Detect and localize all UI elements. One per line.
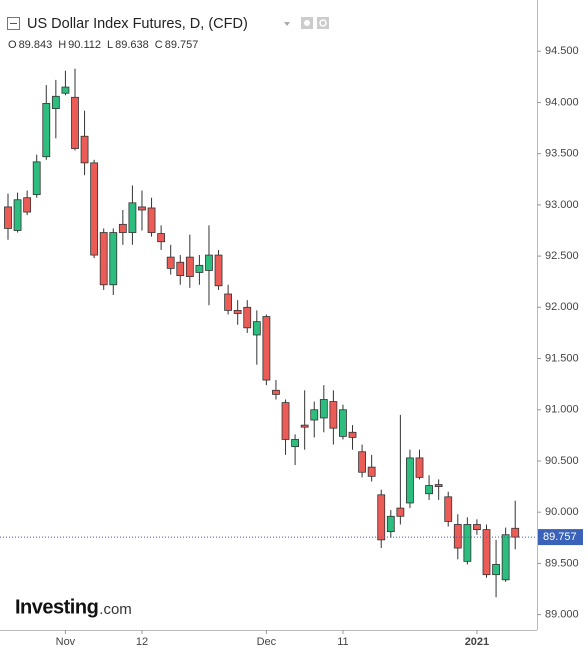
candle-body <box>176 261 185 276</box>
dropdown-arrow[interactable] <box>284 22 290 26</box>
ohlc-value: 89.757 <box>165 39 199 51</box>
ohlc-key: H <box>58 39 66 51</box>
candle-body <box>473 524 481 531</box>
candle-body <box>99 232 108 286</box>
candle-body <box>281 402 290 440</box>
candle-body <box>233 309 242 314</box>
y-tick-label: 91.500 <box>545 352 579 364</box>
candle-body <box>214 254 223 287</box>
y-tick-label: 92.500 <box>545 250 579 262</box>
y-tick-label: 89.000 <box>545 609 579 621</box>
ohlc-key: C <box>155 39 163 51</box>
candle-body <box>61 86 70 94</box>
candle-body <box>367 466 376 477</box>
candle-body <box>252 321 261 336</box>
candle-body <box>166 256 175 269</box>
candle-body <box>511 527 520 538</box>
x-tick-label: Nov <box>56 636 76 648</box>
candle-body <box>386 515 395 533</box>
candle-body <box>310 409 319 421</box>
x-tick-label: 12 <box>136 636 148 648</box>
candle-body <box>291 439 300 448</box>
candle-body <box>185 256 194 277</box>
candle-body <box>109 232 118 286</box>
candle-body <box>272 389 280 395</box>
visibility-icon <box>304 20 310 26</box>
candle-body <box>80 135 89 164</box>
candle-body <box>501 534 510 581</box>
axis-labels: 89.000 89.500 90.000 90.500 91.000 91.500 92.0… <box>56 45 583 648</box>
ohlc-key: O <box>8 39 17 51</box>
candle-body <box>4 206 12 229</box>
candle-body <box>71 96 79 149</box>
candle-body <box>463 524 472 562</box>
candle-body <box>128 202 137 233</box>
candle-body <box>348 431 357 438</box>
x-tick-label: Dec <box>257 636 277 648</box>
candle-body <box>195 264 204 273</box>
candle-body <box>262 316 271 381</box>
candle-body <box>205 254 213 271</box>
candle-body <box>90 162 99 256</box>
candle-body <box>406 457 414 504</box>
candle-body <box>42 103 51 158</box>
candle-body <box>138 206 146 211</box>
candle-body <box>319 399 328 419</box>
candle-body <box>32 161 41 196</box>
candle-body <box>339 409 347 437</box>
y-tick-label: 92.000 <box>545 301 579 313</box>
candle-body <box>329 401 338 429</box>
candle-body <box>118 223 127 233</box>
x-tick-label: 11 <box>337 636 348 648</box>
ohlc-header: O 89.843 H 90.112 L 89.638 C 89.757 <box>8 39 198 51</box>
candle-body <box>51 95 60 109</box>
y-tick-label: 89.500 <box>545 557 579 569</box>
last-price-tag <box>538 529 583 546</box>
candle-body <box>425 485 433 495</box>
candle-body <box>147 207 156 233</box>
y-tick-label: 90.000 <box>545 506 579 518</box>
candle-body <box>453 524 462 549</box>
candle-body <box>444 496 453 522</box>
last-price-label: 89.757 <box>543 531 577 543</box>
ohlc-key: L <box>107 39 113 51</box>
chart-title: US Dollar Index Futures, D, (CFD) <box>27 16 248 32</box>
settings-button[interactable] <box>317 17 329 29</box>
watermark: Investing <box>15 596 98 618</box>
candle-body <box>492 564 500 576</box>
candle-body <box>396 507 405 517</box>
candle-body <box>243 306 252 329</box>
y-tick-label: 93.000 <box>545 199 579 211</box>
candle-body <box>13 199 22 231</box>
y-tick-label: 93.500 <box>545 148 579 160</box>
plot-area: Investing .com <box>0 68 537 618</box>
watermark: .com <box>99 601 132 618</box>
candle-body <box>23 197 32 213</box>
ohlc-value: 89.843 <box>19 39 53 51</box>
y-tick-label: 91.000 <box>545 404 579 416</box>
y-tick-label: 94.500 <box>545 45 579 57</box>
candle-body <box>415 457 424 478</box>
y-tick-label: 94.000 <box>545 96 579 108</box>
settings-icon <box>319 19 327 27</box>
candle-body <box>377 494 386 541</box>
ohlc-value: 90.112 <box>68 39 101 51</box>
candle-body <box>300 424 309 428</box>
x-tick-label: 2021 <box>465 636 489 648</box>
ohlc-value: 89.638 <box>115 39 149 51</box>
candle-body <box>434 484 443 487</box>
candle-body <box>358 451 366 473</box>
candle-body <box>482 529 491 576</box>
candle-body <box>157 233 166 243</box>
y-tick-label: 90.500 <box>545 455 579 467</box>
candle-body <box>224 293 233 311</box>
